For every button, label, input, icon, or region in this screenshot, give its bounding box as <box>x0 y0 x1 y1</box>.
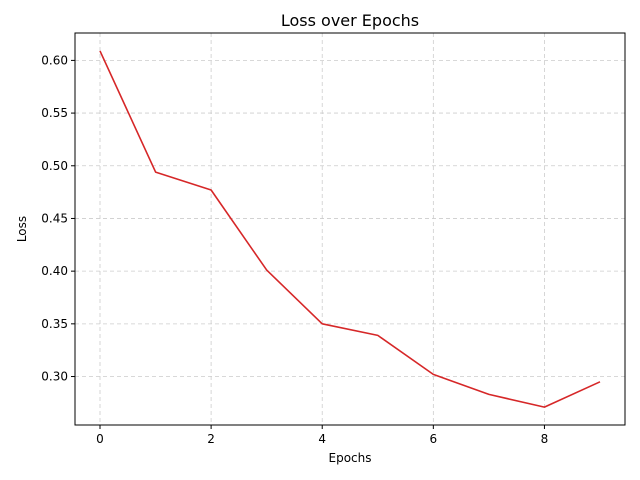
x-tick-label: 8 <box>541 432 549 446</box>
y-tick-label: 0.60 <box>41 53 68 67</box>
grid-lines <box>75 33 625 425</box>
plot-frame <box>74 32 626 426</box>
y-tick-label: 0.55 <box>41 106 68 120</box>
y-tick-label: 0.50 <box>41 159 68 173</box>
x-tick-label: 2 <box>207 432 215 446</box>
x-axis-label: Epochs <box>329 451 372 465</box>
chart-title: Loss over Epochs <box>281 11 419 30</box>
x-tick-label: 4 <box>318 432 326 446</box>
axis-ticks: 0 2 4 6 8 0.30 0.35 0.40 0.45 0.50 0.55 0.60 <box>41 53 548 446</box>
x-tick-label: 0 <box>96 432 104 446</box>
y-tick-label: 0.35 <box>41 317 68 331</box>
y-axis-label: Loss <box>15 216 29 242</box>
series-layer <box>99 50 601 408</box>
y-tick-label: 0.40 <box>41 264 68 278</box>
y-tick-label: 0.45 <box>41 211 68 225</box>
series-line <box>99 50 601 408</box>
y-tick-label: 0.30 <box>41 370 68 384</box>
x-tick-label: 6 <box>430 432 438 446</box>
